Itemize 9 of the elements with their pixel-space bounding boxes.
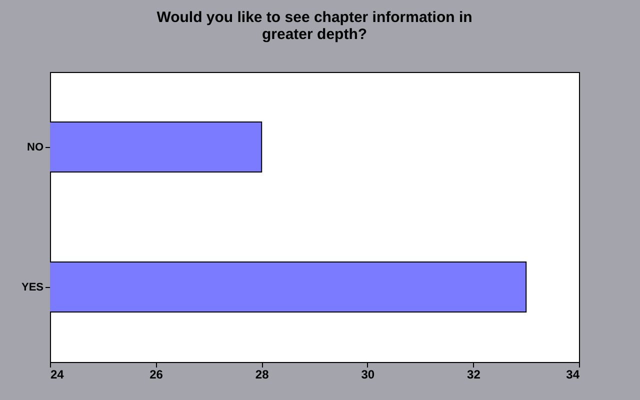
x-tick-label: 30: [361, 368, 375, 382]
x-tick-label: 24: [50, 368, 64, 382]
y-tick-label: NO: [27, 142, 44, 154]
x-tick-label: 34: [566, 368, 580, 382]
x-tick-label: 28: [255, 368, 270, 382]
chart-title: Would you like to see chapter information in greater depth?: [156, 9, 472, 43]
x-tick-label: 32: [467, 368, 481, 382]
y-tick-label: YES: [21, 282, 44, 294]
x-tick-label: 26: [150, 368, 164, 382]
